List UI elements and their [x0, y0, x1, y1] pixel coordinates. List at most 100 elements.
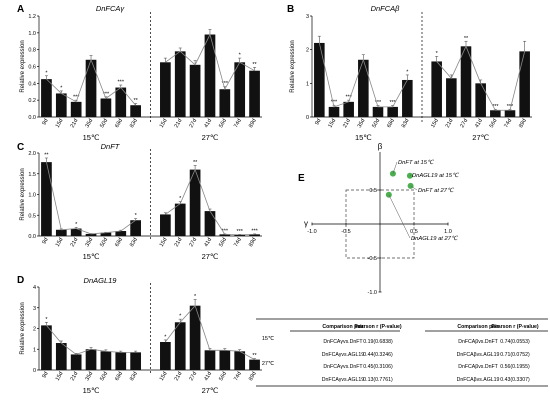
bar-a-27c [160, 62, 171, 117]
bar-d-15c [100, 351, 112, 370]
panel-letter-d: D [17, 275, 24, 286]
significance-mark-c: * [135, 213, 138, 219]
x-tick-label-d: 35d [84, 371, 94, 382]
bar-d-15c [130, 352, 141, 370]
y-tick-label-a: 0.2 [28, 98, 36, 104]
bar-a-15c [41, 79, 52, 117]
bar-a-15c [85, 59, 97, 117]
bar-d-27c [174, 322, 186, 370]
table-column-header: Comparison pair [457, 324, 498, 330]
x-tick-label-d: 68d [114, 371, 124, 382]
bar-b-15c [343, 101, 354, 117]
significance-mark-d: ** [252, 353, 257, 359]
y-tick-label-a: 0.6 [28, 65, 36, 71]
trend-line-c [165, 168, 255, 236]
significance-mark-a: ** [252, 62, 257, 68]
label-leader-e [388, 194, 411, 239]
x-tick-label-a: 41d [203, 118, 213, 129]
bar-a-27c [189, 64, 201, 117]
trend-line-b [436, 45, 526, 111]
x-tick-label-a: 83d [129, 118, 139, 129]
y-tick-label-b: 2 [306, 48, 309, 54]
table-temperature-label: 15℃ [262, 336, 275, 342]
x-tick-label-b: 21d [342, 118, 352, 129]
bar-b-15c [372, 106, 384, 117]
significance-mark-c: * [75, 222, 78, 228]
x-tick-label-c: 21d [70, 237, 80, 248]
bar-d-27c [160, 341, 171, 370]
label-leader-e [410, 185, 418, 191]
table-cell-pair: DnFCAβvs.AGL19 [457, 352, 500, 358]
table-cell-pair: DnFCAβvs.AGL19 [457, 377, 500, 383]
significance-mark-b: *** [492, 104, 499, 110]
x-tick-label-e: 1.0 [444, 229, 452, 235]
x-tick-label-b: 74d [503, 118, 513, 129]
y-tick-label-c: 2.0 [28, 151, 36, 157]
x-tick-label-b: 9d [314, 118, 322, 126]
table-cell-pair: DnFCAβvs.DnFT [458, 364, 498, 370]
significance-mark-a: *** [73, 95, 80, 101]
x-tick-label-a: 15d [55, 118, 65, 129]
bar-a-27c [204, 34, 216, 118]
trend-line-b [318, 42, 408, 108]
y-tick-label-a: 0.8 [28, 48, 36, 54]
significance-mark-a: * [60, 85, 63, 91]
x-tick-label-b: 41d [474, 118, 484, 129]
trend-line-c [46, 162, 136, 235]
y-tick-label-b: 0 [306, 115, 309, 121]
x-tick-label-d: 15d [159, 371, 169, 382]
y-axis-label-e: β [378, 142, 383, 151]
x-tick-label-c: 35d [84, 237, 94, 248]
x-tick-label-a: 15d [159, 118, 169, 129]
x-tick-label-a: 21d [70, 118, 80, 129]
temperature-label-c: 27℃ [202, 252, 219, 261]
y-tick-label-d: 2 [33, 327, 36, 333]
panel-letter-a: A [17, 4, 24, 15]
point-label-e: DnAGL19 at 27℃ [411, 235, 459, 242]
bar-c-27c [219, 234, 231, 236]
bar-d-27c [204, 350, 216, 370]
bar-c-15c [55, 229, 67, 236]
significance-mark-a: *** [103, 91, 110, 97]
y-tick-label-c: 1.0 [28, 193, 36, 199]
bar-c-27c [189, 169, 201, 236]
x-tick-label-a: 56d [218, 118, 228, 129]
y-axis-label-d: Relative expression [20, 302, 26, 354]
table-cell-pearson: 0.43(0.3307) [500, 377, 530, 383]
table-cell-pearson: 0.44(0.3246) [363, 352, 393, 358]
chart-title-c: DnFT [101, 142, 121, 151]
bar-b-15c [402, 79, 413, 117]
trend-line-d [46, 325, 136, 355]
bar-c-27c [174, 203, 186, 236]
table-column-header: Comparison pair [322, 324, 363, 330]
bar-a-15c [100, 98, 112, 117]
table-cell-pair: DnFCAγvs.AGL19 [322, 377, 364, 383]
y-tick-label-c: 1.5 [28, 172, 36, 178]
table-column-header: Pearson r (P-value) [354, 324, 402, 330]
x-axis-label-e: γ [304, 219, 308, 228]
bar-a-27c [174, 51, 186, 117]
x-tick-label-b: 35d [357, 118, 367, 129]
x-tick-label-d: 50d [99, 371, 109, 382]
panel-letter-c: C [17, 142, 24, 153]
point-label-e: DnFT at 15℃ [398, 159, 435, 166]
table-cell-pair: DnFCAγvs.DnFT [323, 364, 363, 370]
x-tick-label-b: 15d [327, 118, 337, 129]
significance-mark-d: * [194, 294, 197, 300]
x-tick-label-b: 50d [371, 118, 381, 129]
bar-b-15c [328, 106, 340, 117]
bar-b-27c [446, 78, 457, 117]
reference-box-e [345, 189, 415, 259]
panel-letter-e: E [298, 173, 305, 184]
trend-line-d [165, 304, 255, 360]
bar-a-15c [55, 93, 67, 117]
bar-a-15c [115, 87, 127, 117]
x-tick-label-a: 50d [99, 118, 109, 129]
significance-mark-b: *** [331, 100, 338, 106]
bar-c-15c [130, 220, 141, 236]
y-tick-label-d: 0 [33, 368, 36, 374]
significance-mark-c: *** [222, 228, 229, 234]
y-tick-label-e: -1.0 [368, 290, 377, 296]
significance-mark-a: * [239, 53, 242, 59]
